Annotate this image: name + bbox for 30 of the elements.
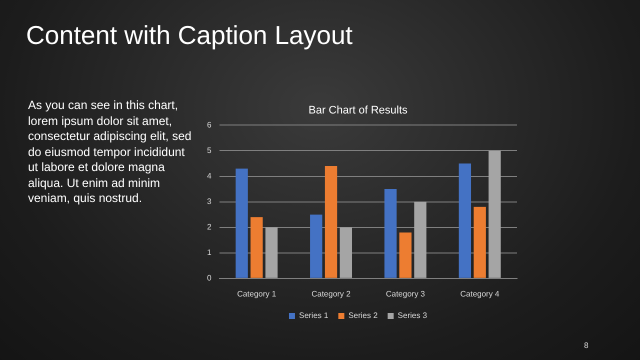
- y-tick-label: 6: [206, 120, 212, 130]
- bar: [250, 217, 263, 278]
- legend-label: Series 2: [348, 311, 378, 320]
- y-tick-label: 2: [206, 222, 212, 232]
- bar: [399, 232, 412, 278]
- bar: [458, 164, 472, 278]
- x-tick-label: Category 3: [386, 289, 426, 298]
- bar: [384, 189, 397, 278]
- text: Content with Caption Layout: [26, 20, 353, 51]
- text: 8: [584, 341, 588, 350]
- legend-label: Series 1: [298, 311, 329, 320]
- bar: [324, 166, 338, 278]
- bar: [265, 227, 278, 278]
- legend-label: Series 3: [398, 311, 428, 320]
- bar: [474, 206, 486, 278]
- y-tick-label: 1: [206, 248, 212, 258]
- x-tick-label: Category 4: [460, 289, 500, 298]
- y-tick-label: 3: [206, 197, 212, 206]
- x-tick-label: Category 2: [311, 289, 352, 298]
- text: As you can see in this chart, lorem ipsum dolor sit amet, consectetur adipiscing elit, sed do eiusmod tempor incididunt ut labore et dolore magna aliqua. Ut enim ad minim veniam, quis nostrud.: [28, 98, 192, 206]
- chart-title: Bar Chart of Results: [308, 104, 408, 117]
- bar: [310, 214, 322, 278]
- bar: [414, 202, 426, 278]
- bar: [340, 227, 352, 278]
- y-tick-label: 4: [206, 171, 212, 180]
- y-tick-label: 0: [206, 274, 212, 283]
- y-tick-label: 5: [206, 146, 212, 155]
- bar: [488, 150, 501, 278]
- x-tick-label: Category 1: [237, 289, 277, 298]
- bar: [236, 168, 248, 278]
